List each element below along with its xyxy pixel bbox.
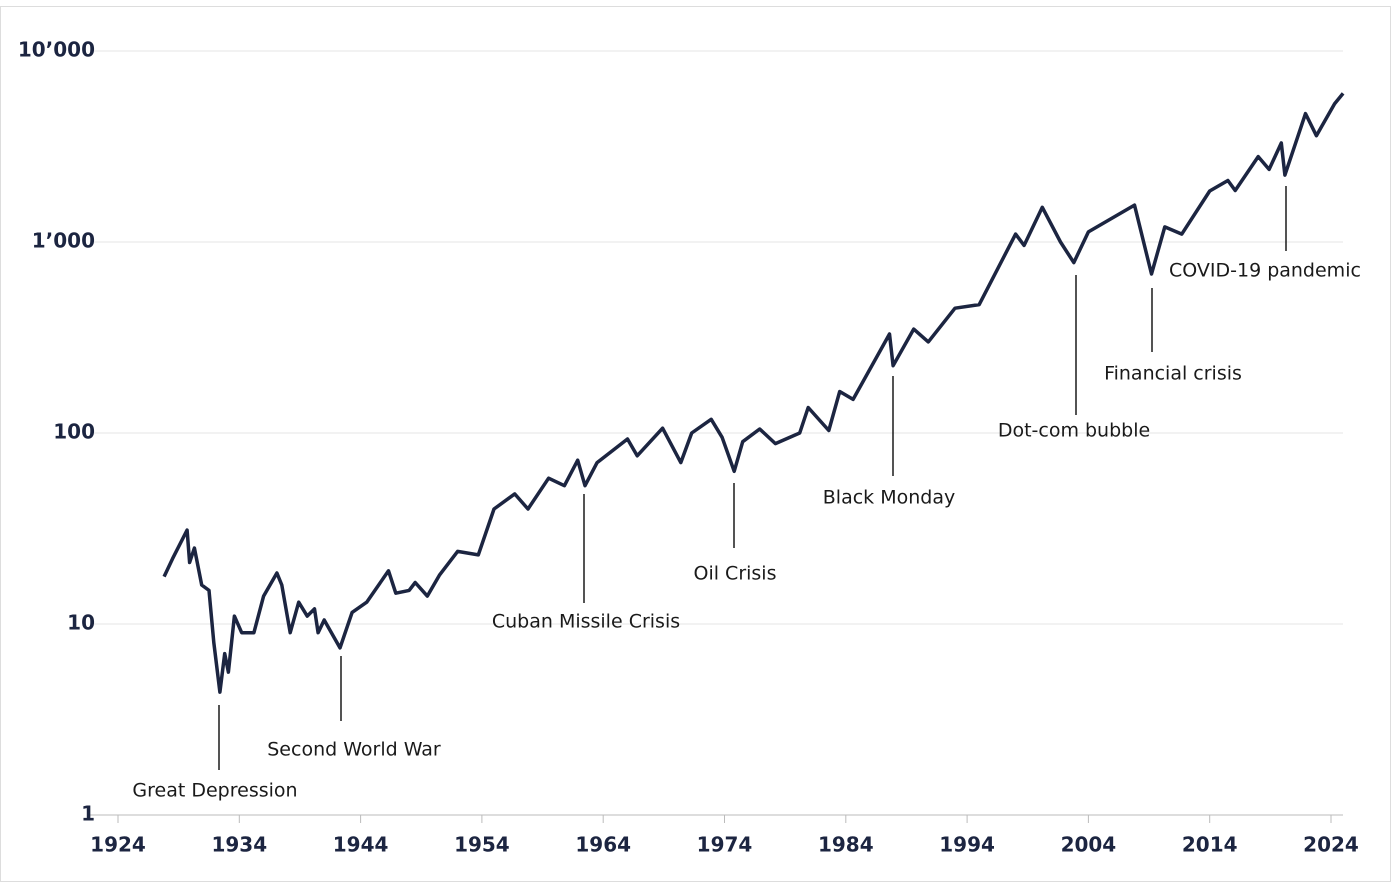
- line: [162, 92, 1345, 694]
- annotation: Dot-com bubble: [998, 420, 1150, 442]
- x-tick-label: 1994: [939, 833, 995, 857]
- frame: [0, 6, 1391, 882]
- x-tick-label: 1954: [454, 833, 510, 857]
- x-tick-label: 1924: [90, 833, 146, 857]
- annotation: Second World War: [267, 739, 441, 761]
- annotation: Great Depression: [132, 780, 297, 802]
- x-tick-label: 1964: [575, 833, 631, 857]
- annotation: Financial crisis: [1104, 363, 1242, 385]
- x-tick-label: 1984: [818, 833, 874, 857]
- x-tick-label: 2014: [1182, 833, 1238, 857]
- annotation: Oil Crisis: [694, 563, 777, 585]
- x-tick-label: 2024: [1303, 833, 1359, 857]
- annotation: Cuban Missile Crisis: [492, 611, 680, 633]
- y-tick-label: 100: [53, 420, 95, 444]
- y-tick-label: 1: [81, 802, 95, 826]
- y-tick-label: 1’000: [32, 229, 95, 253]
- x-tick-label: 1934: [211, 833, 267, 857]
- x-tick-label: 1944: [333, 833, 389, 857]
- x-tick-label: 1974: [697, 833, 753, 857]
- x-tick-label: 2004: [1061, 833, 1117, 857]
- y-tick-label: 10’000: [18, 38, 95, 62]
- annotation: COVID-19 pandemic: [1169, 260, 1361, 282]
- annotation: Black Monday: [823, 487, 955, 509]
- y-tick-label: 10: [67, 611, 95, 635]
